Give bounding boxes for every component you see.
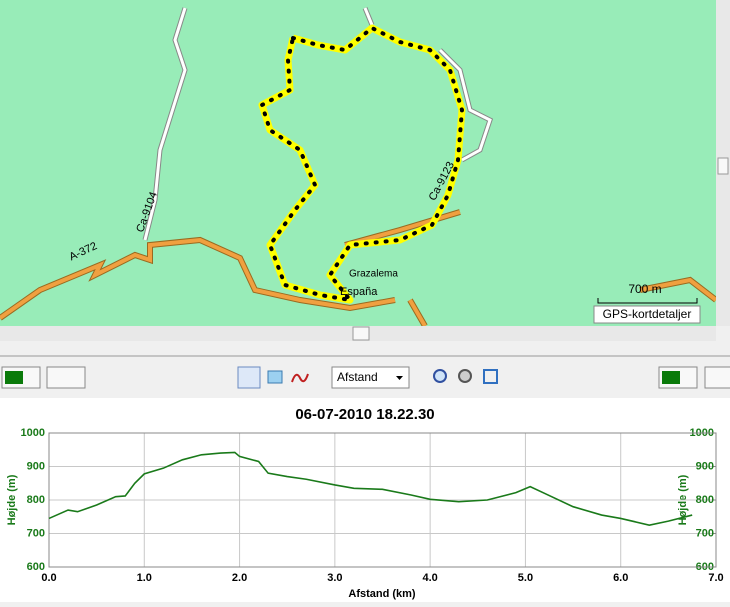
y-tick-label: 600 <box>27 561 45 573</box>
y2-tick-label: 800 <box>696 494 714 506</box>
y-axis-label: Højde (m) <box>6 474 18 525</box>
y2-tick-label: 700 <box>696 527 714 539</box>
x-tick-label: 5.0 <box>518 572 533 584</box>
roads <box>0 7 718 328</box>
track[interactable] <box>258 24 466 304</box>
x-tick-label: 2.0 <box>232 572 247 584</box>
button[interactable] <box>46 366 86 389</box>
tool-button[interactable] <box>291 373 309 383</box>
dropdown[interactable] <box>331 366 410 389</box>
swatch <box>5 371 23 384</box>
zoom-out[interactable] <box>458 369 472 383</box>
y-tick-label: 1000 <box>21 427 45 439</box>
x-tick-label: 4.0 <box>422 572 437 584</box>
detail-button-label: GPS-kortdetaljer <box>603 307 692 321</box>
x-tick-label: 3.0 <box>327 572 342 584</box>
place-label: Grazalema <box>349 269 398 280</box>
map[interactable] <box>0 0 716 326</box>
y-tick-label: 900 <box>27 460 45 472</box>
place-label: España <box>340 286 378 298</box>
scroll-thumb[interactable] <box>352 326 370 341</box>
x-tick-label: 1.0 <box>137 572 152 584</box>
scale-label: 700 m <box>628 282 661 296</box>
elevation-line <box>48 451 693 526</box>
zoom-fit[interactable] <box>483 369 498 384</box>
tool-button[interactable] <box>237 366 261 389</box>
chart-title: 06-07-2010 18.22.30 <box>295 406 434 423</box>
y-tick-label: 800 <box>27 494 45 506</box>
button[interactable] <box>704 366 730 389</box>
scroll-thumb[interactable] <box>717 157 729 175</box>
y-tick-label: 700 <box>27 527 45 539</box>
plot-frame <box>48 432 717 568</box>
detail-button[interactable] <box>593 305 701 324</box>
y2-tick-label: 900 <box>696 460 714 472</box>
dropdown-label: Afstand <box>337 370 378 384</box>
x-tick-label: 7.0 <box>708 572 723 584</box>
toolbar: Afstand <box>1 366 730 389</box>
zoom-in[interactable] <box>433 369 447 383</box>
scale-bar: 700 m <box>597 282 698 304</box>
swatch <box>662 371 680 384</box>
x-axis-label: Afstand (km) <box>348 588 416 600</box>
x-tick-label: 0.0 <box>41 572 56 584</box>
x-tick-label: 6.0 <box>613 572 628 584</box>
